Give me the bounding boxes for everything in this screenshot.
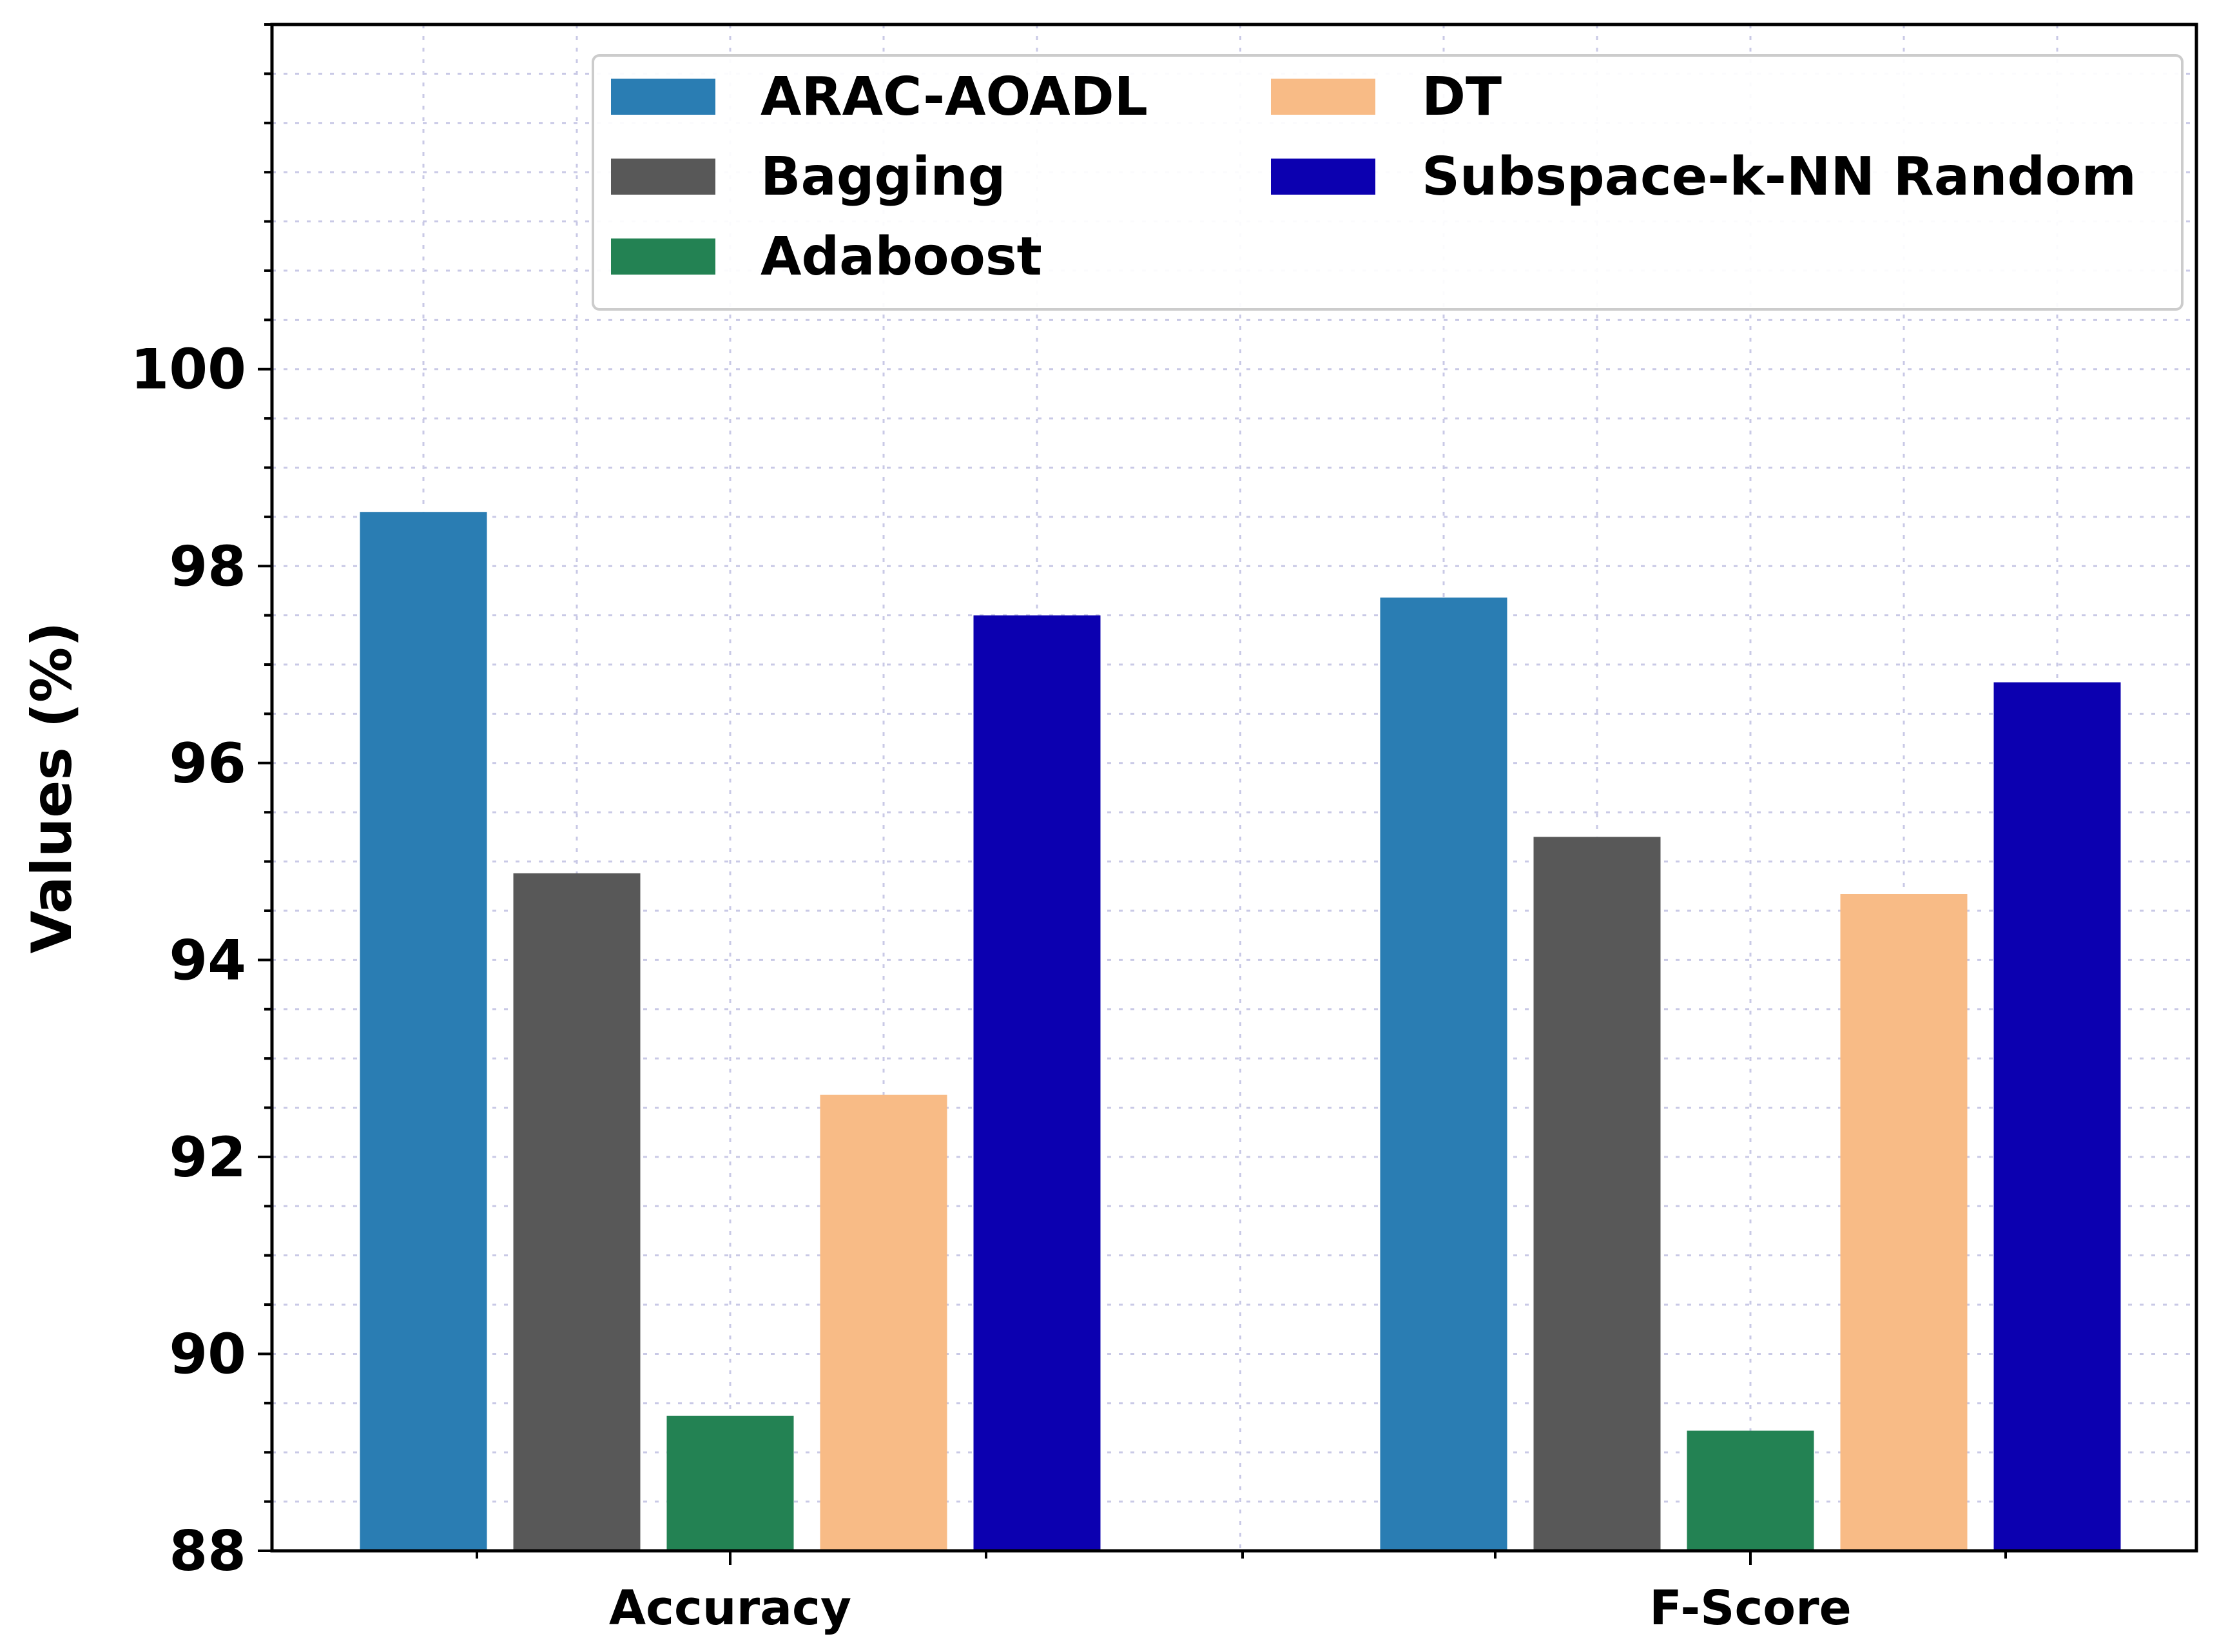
x-tick-label-accuracy: Accuracy (609, 1580, 851, 1636)
y-axis-label: Values (%) (20, 622, 84, 954)
bar-arac-aoadl-f-score (1380, 598, 1507, 1551)
bar-adaboost-accuracy (666, 1415, 794, 1551)
bar-subspace-k-nn-random-accuracy (973, 615, 1101, 1551)
bar-dt-accuracy (820, 1094, 947, 1551)
y-tick-label: 96 (169, 732, 246, 796)
y-tick-label: 98 (169, 534, 246, 599)
bar-bagging-accuracy (513, 873, 641, 1551)
legend-label-bagging: Bagging (760, 146, 1005, 208)
legend-swatch-subspace-k-nn-random (1271, 159, 1375, 195)
x-tick-label-f-score: F-Score (1649, 1580, 1852, 1636)
y-tick-label: 94 (169, 928, 246, 993)
y-tick-label: 92 (169, 1125, 246, 1190)
plot-frame (270, 23, 2198, 1553)
legend-swatch-dt (1271, 79, 1375, 115)
legend: ARAC-AOADL Bagging Adaboost DT Subspace-k-NN… (592, 54, 2184, 311)
y-tick-label: 100 (130, 338, 246, 402)
legend-swatch-bagging (611, 159, 715, 195)
bar-arac-aoadl-accuracy (360, 512, 487, 1551)
bar-dt-f-score (1840, 893, 1968, 1551)
legend-label-dt: DT (1422, 66, 1502, 128)
legend-frame (592, 54, 2184, 311)
bars-layer (360, 512, 2121, 1551)
y-tick-label: 88 (169, 1519, 246, 1584)
bar-subspace-k-nn-random-f-score (1993, 682, 2121, 1551)
legend-swatch-adaboost (611, 238, 715, 275)
legend-label-subspace-k-nn-random: Subspace-k-NN Random (1422, 146, 2136, 208)
legend-label-arac-aoadl: ARAC-AOADL (760, 66, 1148, 128)
legend-swatch-arac-aoadl (611, 79, 715, 115)
y-tick-label: 90 (169, 1322, 246, 1386)
bar-bagging-f-score (1533, 837, 1661, 1551)
legend-label-adaboost: Adaboost (760, 226, 1042, 287)
bar-adaboost-f-score (1687, 1430, 1814, 1551)
axis-layer: 88 90 92 94 96 98 100 Accuracy F-Score (130, 23, 2007, 1636)
